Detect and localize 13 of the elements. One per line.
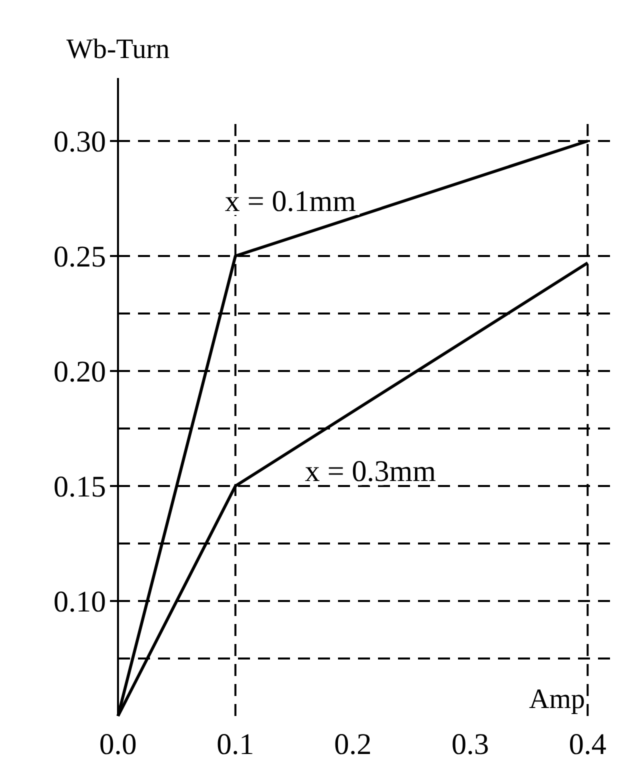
x-axis-title: Amp [529,684,585,715]
y-axis-title: Wb-Turn [66,34,170,65]
x-tick-label: 0.1 [216,728,254,761]
y-tick-label: 0.20 [54,356,106,388]
series-label: x = 0.3mm [304,455,436,488]
y-tick-label: 0.30 [54,126,106,158]
x-tick-label: 0.0 [99,728,137,761]
x-tick-label: 0.2 [334,728,372,761]
x-tick-label: 0.4 [568,728,606,761]
y-tick-label: 0.15 [54,470,106,504]
y-tick-label: 0.10 [54,586,106,618]
y-tick-label: 0.25 [54,240,106,274]
x-tick-label: 0.3 [451,728,489,761]
